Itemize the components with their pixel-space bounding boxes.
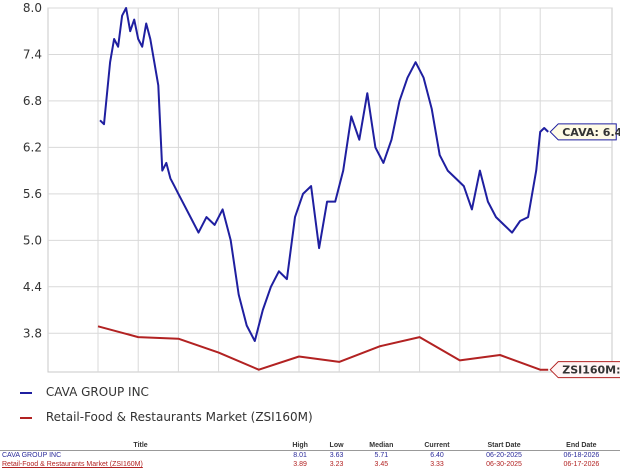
gridlines — [47, 7, 613, 373]
cell-current: 6.40 — [430, 452, 444, 459]
y-axis-ticks: 8.0 7.4 6.8 6.2 5.6 5.0 4.4 3.8 — [23, 1, 42, 340]
end-label-zsi160m: ZSI160M: 3.33 — [549, 361, 620, 379]
x-tick-label: 3/26 — [406, 379, 433, 380]
end-label-box — [549, 361, 620, 379]
end-labels: CAVA: 6.4 ZSI160M: 3.33 — [549, 123, 620, 379]
header-title: Title — [0, 441, 282, 451]
table-row: CAVA GROUP INC 8.01 3.63 5.71 6.40 06-20… — [0, 451, 620, 461]
end-label-text: CAVA: 6.4 — [562, 126, 620, 139]
header-high: High — [281, 441, 320, 451]
legend-item-zsi160m: Retail-Food & Restaurants Market (ZSI160… — [20, 410, 313, 424]
cell-current: 3.33 — [430, 461, 444, 468]
end-label-text: ZSI160M: 3.33 — [562, 364, 620, 377]
table-row: Retail-Food & Restaurants Market (ZSI160… — [0, 460, 620, 469]
cell-median: 3.45 — [374, 461, 389, 468]
header-low: Low — [319, 441, 355, 451]
header-current: Current — [408, 441, 466, 451]
x-tick-label: 11/25 — [242, 379, 277, 380]
chart: 8.0 7.4 6.8 6.2 5.6 5.0 4.4 3.8 7/25 8/25 9/25 10/… — [23, 1, 620, 380]
header-median: Median — [354, 441, 409, 451]
y-tick-label: 7.4 — [23, 47, 42, 61]
end-label-cava: CAVA: 6.4 — [549, 123, 620, 141]
x-tick-label: 10/25 — [201, 379, 236, 380]
cell-title: Retail-Food & Restaurants Market (ZSI160… — [2, 461, 143, 468]
x-tick-label: 12/25 — [282, 379, 317, 380]
cell-start-date: 06-30-2025 — [486, 461, 522, 468]
x-tick-label: 5/26 — [487, 379, 514, 380]
y-tick-label: 5.0 — [23, 233, 42, 247]
x-tick-label: 2/26 — [366, 379, 393, 380]
x-axis-ticks: 7/25 8/25 9/25 10/25 11/25 12/25 1/26 2/26 3/26 4… — [85, 379, 554, 380]
series-line-cava — [99, 7, 549, 342]
plot-frame — [47, 7, 613, 373]
legend-label: Retail-Food & Restaurants Market (ZSI160… — [45, 410, 313, 424]
series-line-zsi160m — [97, 325, 549, 371]
y-tick-label: 6.2 — [23, 140, 42, 154]
series-lines — [97, 7, 549, 371]
cell-end-date: 06-17-2026 — [563, 461, 600, 468]
x-tick-label: 1/26 — [326, 379, 353, 380]
cell-median: 5.71 — [374, 452, 389, 459]
cell-title: CAVA GROUP INC — [2, 452, 62, 459]
legend-label: CAVA GROUP INC — [45, 385, 149, 399]
end-label-box — [549, 123, 617, 141]
cell-end-date: 06-18-2026 — [563, 452, 600, 459]
cell-low: 3.63 — [329, 452, 344, 459]
x-tick-label: 4/26 — [446, 379, 473, 380]
x-tick-label: 6/26 — [527, 379, 554, 380]
cell-high: 3.89 — [293, 461, 307, 468]
header-end-date: End Date — [542, 441, 620, 451]
y-tick-label: 8.0 — [23, 1, 42, 15]
legend-swatch — [20, 391, 32, 394]
summary-table: Title High Low Median Current Start Date… — [0, 441, 620, 469]
summary-header-row: Title High Low Median Current Start Date… — [0, 441, 620, 451]
y-tick-label: 5.6 — [23, 187, 42, 201]
x-tick-label: 7/25 — [85, 379, 112, 380]
x-tick-label: 9/25 — [165, 379, 192, 380]
cell-low: 3.23 — [329, 461, 344, 468]
cell-start-date: 06-20-2025 — [486, 452, 522, 459]
x-tick-label: 8/25 — [125, 379, 152, 380]
y-tick-label: 4.4 — [23, 280, 42, 294]
cell-high: 8.01 — [293, 452, 307, 459]
y-tick-label: 3.8 — [23, 326, 42, 340]
header-start-date: Start Date — [465, 441, 543, 451]
legend-swatch — [20, 416, 32, 419]
y-tick-label: 6.8 — [23, 94, 42, 108]
legend-item-cava: CAVA GROUP INC — [20, 385, 149, 399]
